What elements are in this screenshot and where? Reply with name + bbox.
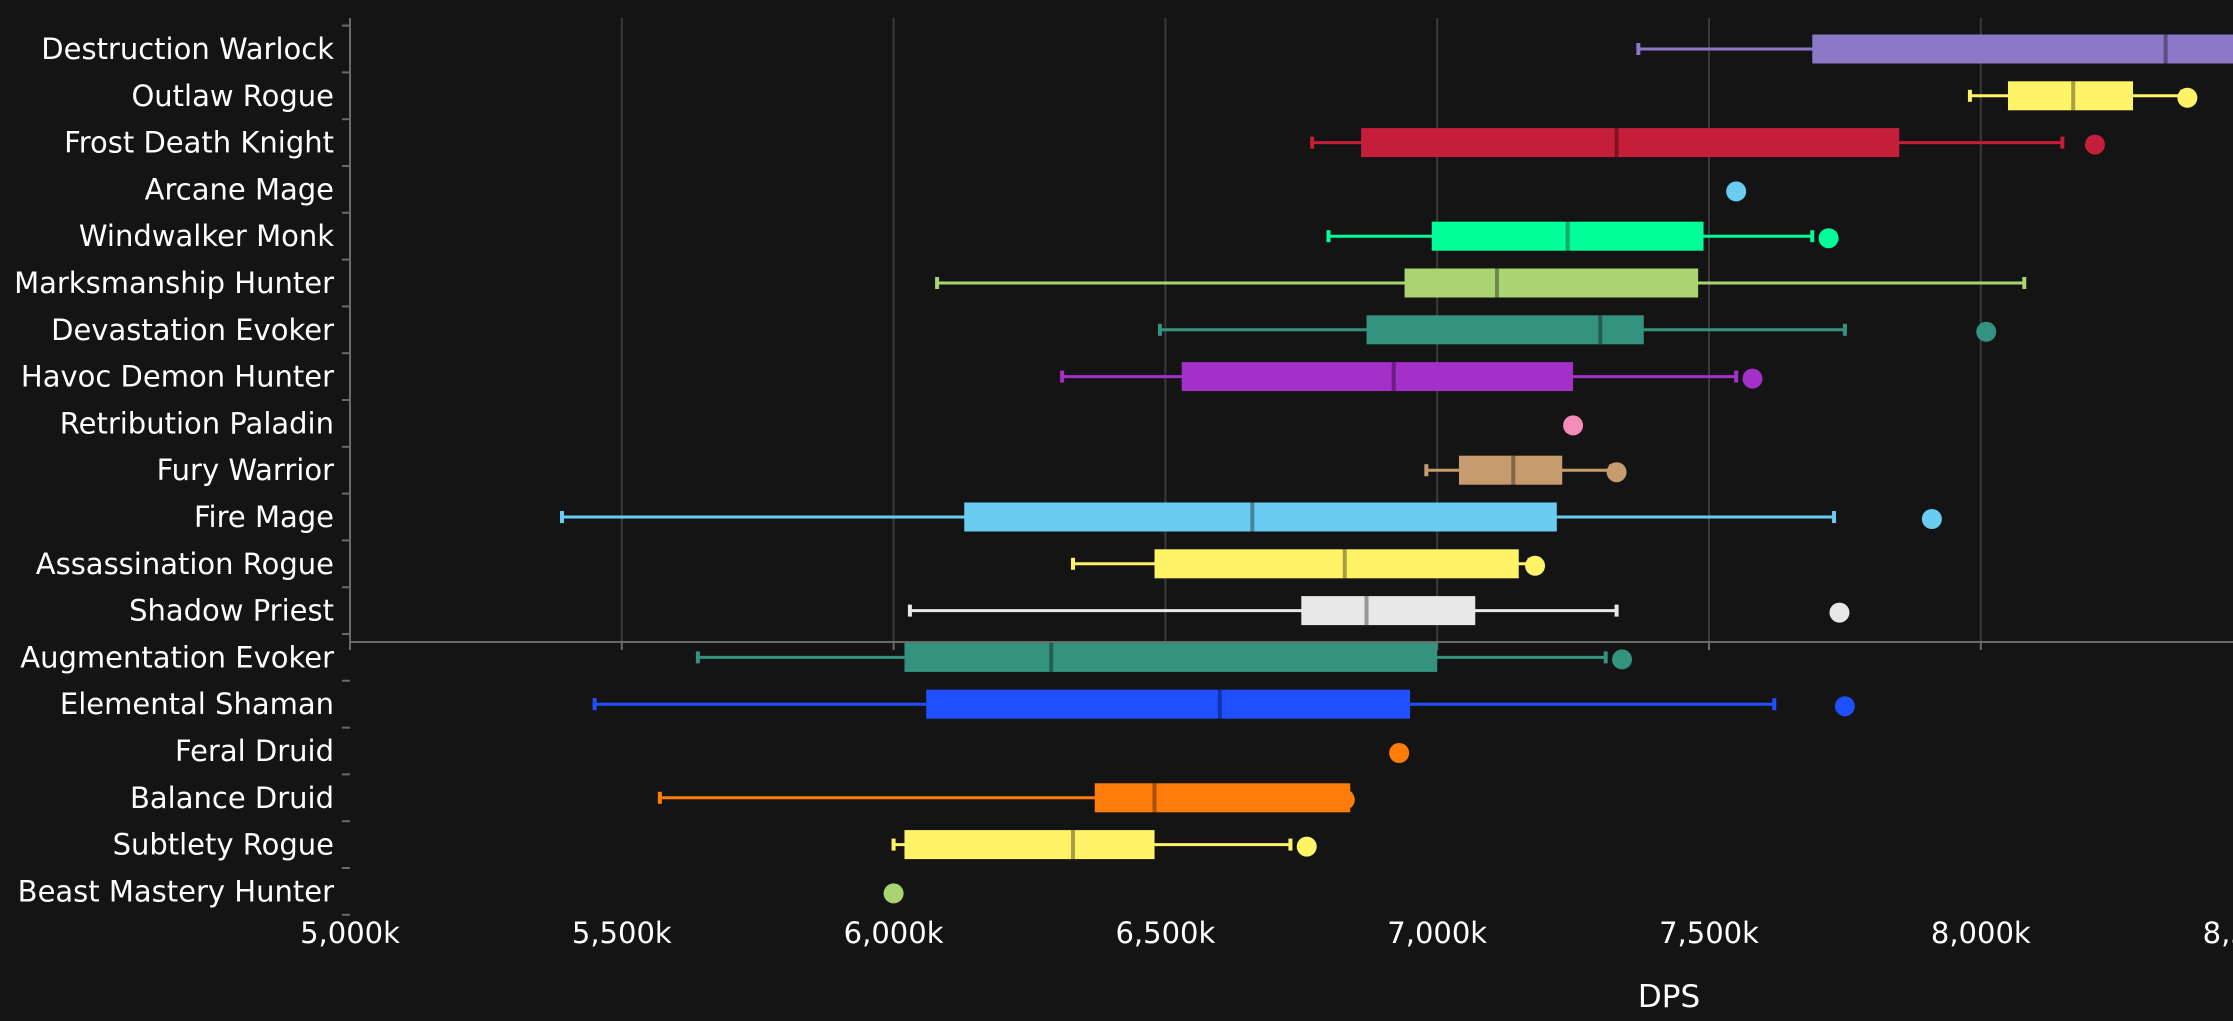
box-iqr [904,642,1438,672]
box-series [1070,549,1546,579]
box-series [1726,181,1747,202]
box-series [1060,362,1763,392]
box-iqr [926,689,1411,719]
box-series [1310,128,2105,158]
category-label: Windwalker Monk [79,219,334,253]
box-iqr [1154,549,1519,579]
data-point [1834,696,1855,717]
box-iqr [2007,81,2134,111]
data-point [883,883,904,904]
data-point [1921,509,1942,529]
category-label: Outlaw Rogue [131,79,334,113]
box-iqr [1301,596,1476,626]
data-point [2177,87,2198,108]
data-point [1389,743,1410,763]
category-label: Assassination Rogue [36,547,334,581]
box-series [1424,455,1627,485]
box-iqr [1458,455,1563,485]
category-label: Marksmanship Hunter [14,266,334,300]
category-label: Fire Mage [194,500,334,534]
category-label: Retribution Paladin [60,406,334,440]
data-point [1818,228,1839,249]
category-label: Beast Mastery Hunter [18,874,334,908]
box-iqr [904,830,1155,860]
x-tick-label: 8,000k [1931,916,2031,950]
box-series [891,830,1317,860]
data-point [1742,368,1763,389]
box-iqr [1404,268,1699,298]
data-point [1525,555,1546,576]
box-series [935,268,2027,298]
box-iqr [1094,783,1351,813]
category-label: Augmentation Evoker [20,640,334,674]
x-tick-label: 5,500k [572,916,672,950]
category-label: Devastation Evoker [51,313,334,347]
x-tick-label: 5,000k [300,916,400,950]
category-label: Fury Warrior [157,453,335,487]
category-label: Shadow Priest [129,594,334,628]
category-label: Subtlety Rogue [113,828,334,862]
x-tick-label: 7,500k [1659,916,1759,950]
box-iqr [1431,221,1704,251]
data-point [1976,321,1997,342]
box-series [1389,743,1410,763]
x-tick-labels: 5,000k 5,500k 6,000k 6,500k 7,000k 7,500k 8,00… [300,916,2233,950]
data-point [1829,602,1850,623]
box-series [560,502,1942,532]
data-point [1726,181,1747,202]
category-label: Elemental Shaman [60,687,334,721]
box-series [1563,415,1584,436]
category-labels: Destruction Warlock Outlaw Rogue Frost Dea… [14,32,334,908]
x-tick-label: 8,500k [2203,916,2233,950]
box-iqr [1366,315,1644,345]
x-tick-label: 6,000k [844,916,944,950]
box-iqr [1812,34,2233,64]
box-series [907,596,1850,626]
box-iqr [964,502,1557,532]
category-label: Frost Death Knight [64,126,334,160]
box-series [1967,81,2198,111]
box-series [1157,315,1997,345]
data-point [2084,134,2105,155]
box-series [592,689,1855,719]
category-label: Havoc Demon Hunter [21,360,334,394]
box-iqr [1361,128,1900,158]
box-series [1636,34,2233,64]
x-tick-label: 7,000k [1387,916,1487,950]
box-series [1326,221,1839,251]
box-marks [560,34,2233,904]
box-series [695,642,1633,672]
box-iqr [1181,362,1574,392]
category-label: Destruction Warlock [41,32,334,66]
data-point [1563,415,1584,436]
data-point [1334,789,1355,810]
data-point [1606,462,1627,483]
category-label: Arcane Mage [145,172,334,206]
data-point [1612,649,1633,670]
data-point [1296,836,1317,857]
box-series [657,783,1355,813]
category-label: Feral Druid [175,734,334,768]
x-axis-title: DPS [1638,979,1700,1015]
category-label: Balance Druid [130,781,334,815]
box-series [883,883,904,904]
x-tick-label: 6,500k [1115,916,1215,950]
